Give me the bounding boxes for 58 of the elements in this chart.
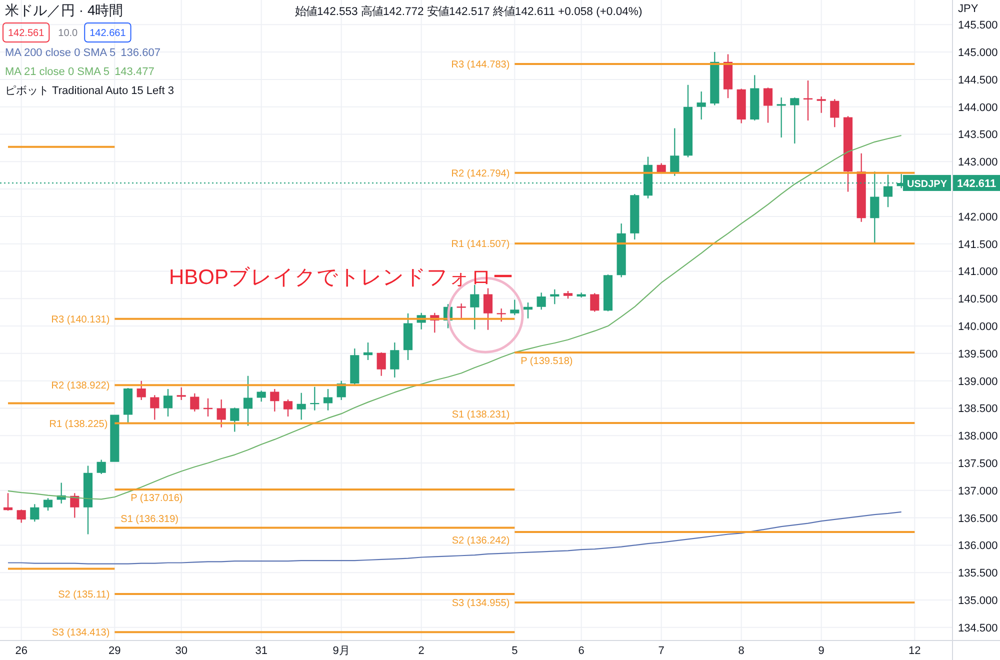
annotation: R2 (138.922) <box>51 380 110 392</box>
annotation: 142.561 <box>8 28 45 39</box>
annotation: S3 (134.413) <box>52 628 110 639</box>
annotation: S3 (134.955) <box>452 598 510 609</box>
y-tick-label: 136.500 <box>958 512 998 525</box>
annotation: R3 (144.783) <box>451 59 510 70</box>
y-tick-label: 139.000 <box>958 376 998 388</box>
y-tick-label: 145.500 <box>958 20 998 32</box>
y-tick-label: 136.000 <box>958 540 998 552</box>
annotation: 10.0 <box>58 28 78 39</box>
annotation: P (139.518) <box>520 356 573 367</box>
y-tick-label: 144.500 <box>958 74 998 86</box>
y-tick-label: 143.500 <box>958 129 998 142</box>
y-tick-label: 141.000 <box>958 266 998 278</box>
y-tick-label: 141.500 <box>958 238 998 251</box>
annotation: S1 (138.231) <box>452 409 510 420</box>
x-tick-label: 9 <box>818 645 824 657</box>
x-tick-label: 30 <box>175 645 188 657</box>
x-tick-label: 7 <box>658 645 664 657</box>
y-tick-label: 135.500 <box>958 568 998 580</box>
annotation: S2 (135.11) <box>58 589 110 600</box>
y-tick-label: 139.500 <box>958 348 998 360</box>
text: 始値142.553 高値142.772 安値142.517 終値142.611 +0.058 (+0.04%) <box>295 6 642 18</box>
y-tick-label: 138.000 <box>958 430 998 443</box>
annotation: S2 (136.242) <box>452 535 510 546</box>
y-tick-label: 142.000 <box>958 211 998 224</box>
y-tick-label: 143.000 <box>958 156 998 169</box>
x-tick-label: 5 <box>512 645 518 657</box>
y-tick-label: 134.500 <box>958 622 998 634</box>
x-tick-label: 6 <box>578 645 584 657</box>
y-tick-label: 140.000 <box>958 321 998 334</box>
x-tick-label: 12 <box>908 645 921 657</box>
y-tick-label: 144.000 <box>958 102 998 114</box>
annotation: S1 (136.319) <box>120 514 178 526</box>
x-tick-label: 2 <box>418 645 424 657</box>
annotation: ピボット Traditional Auto 15 Left 3 <box>5 85 174 97</box>
x-tick-label: 9月 <box>332 645 350 657</box>
y-tick-label: 137.000 <box>958 485 998 498</box>
chart-title: 米ドル／円 · 4時間 <box>5 2 124 18</box>
y-tick-label: 140.500 <box>958 294 998 306</box>
y-tick-label: 138.500 <box>958 403 998 416</box>
y-axis-title: JPY <box>958 3 979 15</box>
legend: MA 200 close 0 SMA 5 136.607 MA 21 close 0 SMA 5 143.477 <box>5 47 160 78</box>
annotation: 142.661 <box>90 28 126 39</box>
y-tick-label: 137.500 <box>958 458 998 470</box>
annotation: R1 (138.225) <box>49 418 108 430</box>
x-tick-label: 29 <box>108 645 121 657</box>
y-tick-label: 135.000 <box>958 595 998 607</box>
x-tick-label: 26 <box>15 645 28 657</box>
annotation: R1 (141.507) <box>451 238 510 250</box>
annotation: R2 (142.794) <box>451 168 510 180</box>
annotation: R3 (140.131) <box>51 314 110 326</box>
x-tick-label: 31 <box>255 645 268 657</box>
annotation: HBOPブレイクでトレンドフォロー <box>169 266 514 290</box>
annotation: P (137.016) <box>130 493 183 504</box>
y-tick-label: 145.000 <box>958 47 998 60</box>
x-tick-label: 8 <box>738 645 744 657</box>
ref-line-label: USDJPY 142.611 <box>906 178 996 190</box>
